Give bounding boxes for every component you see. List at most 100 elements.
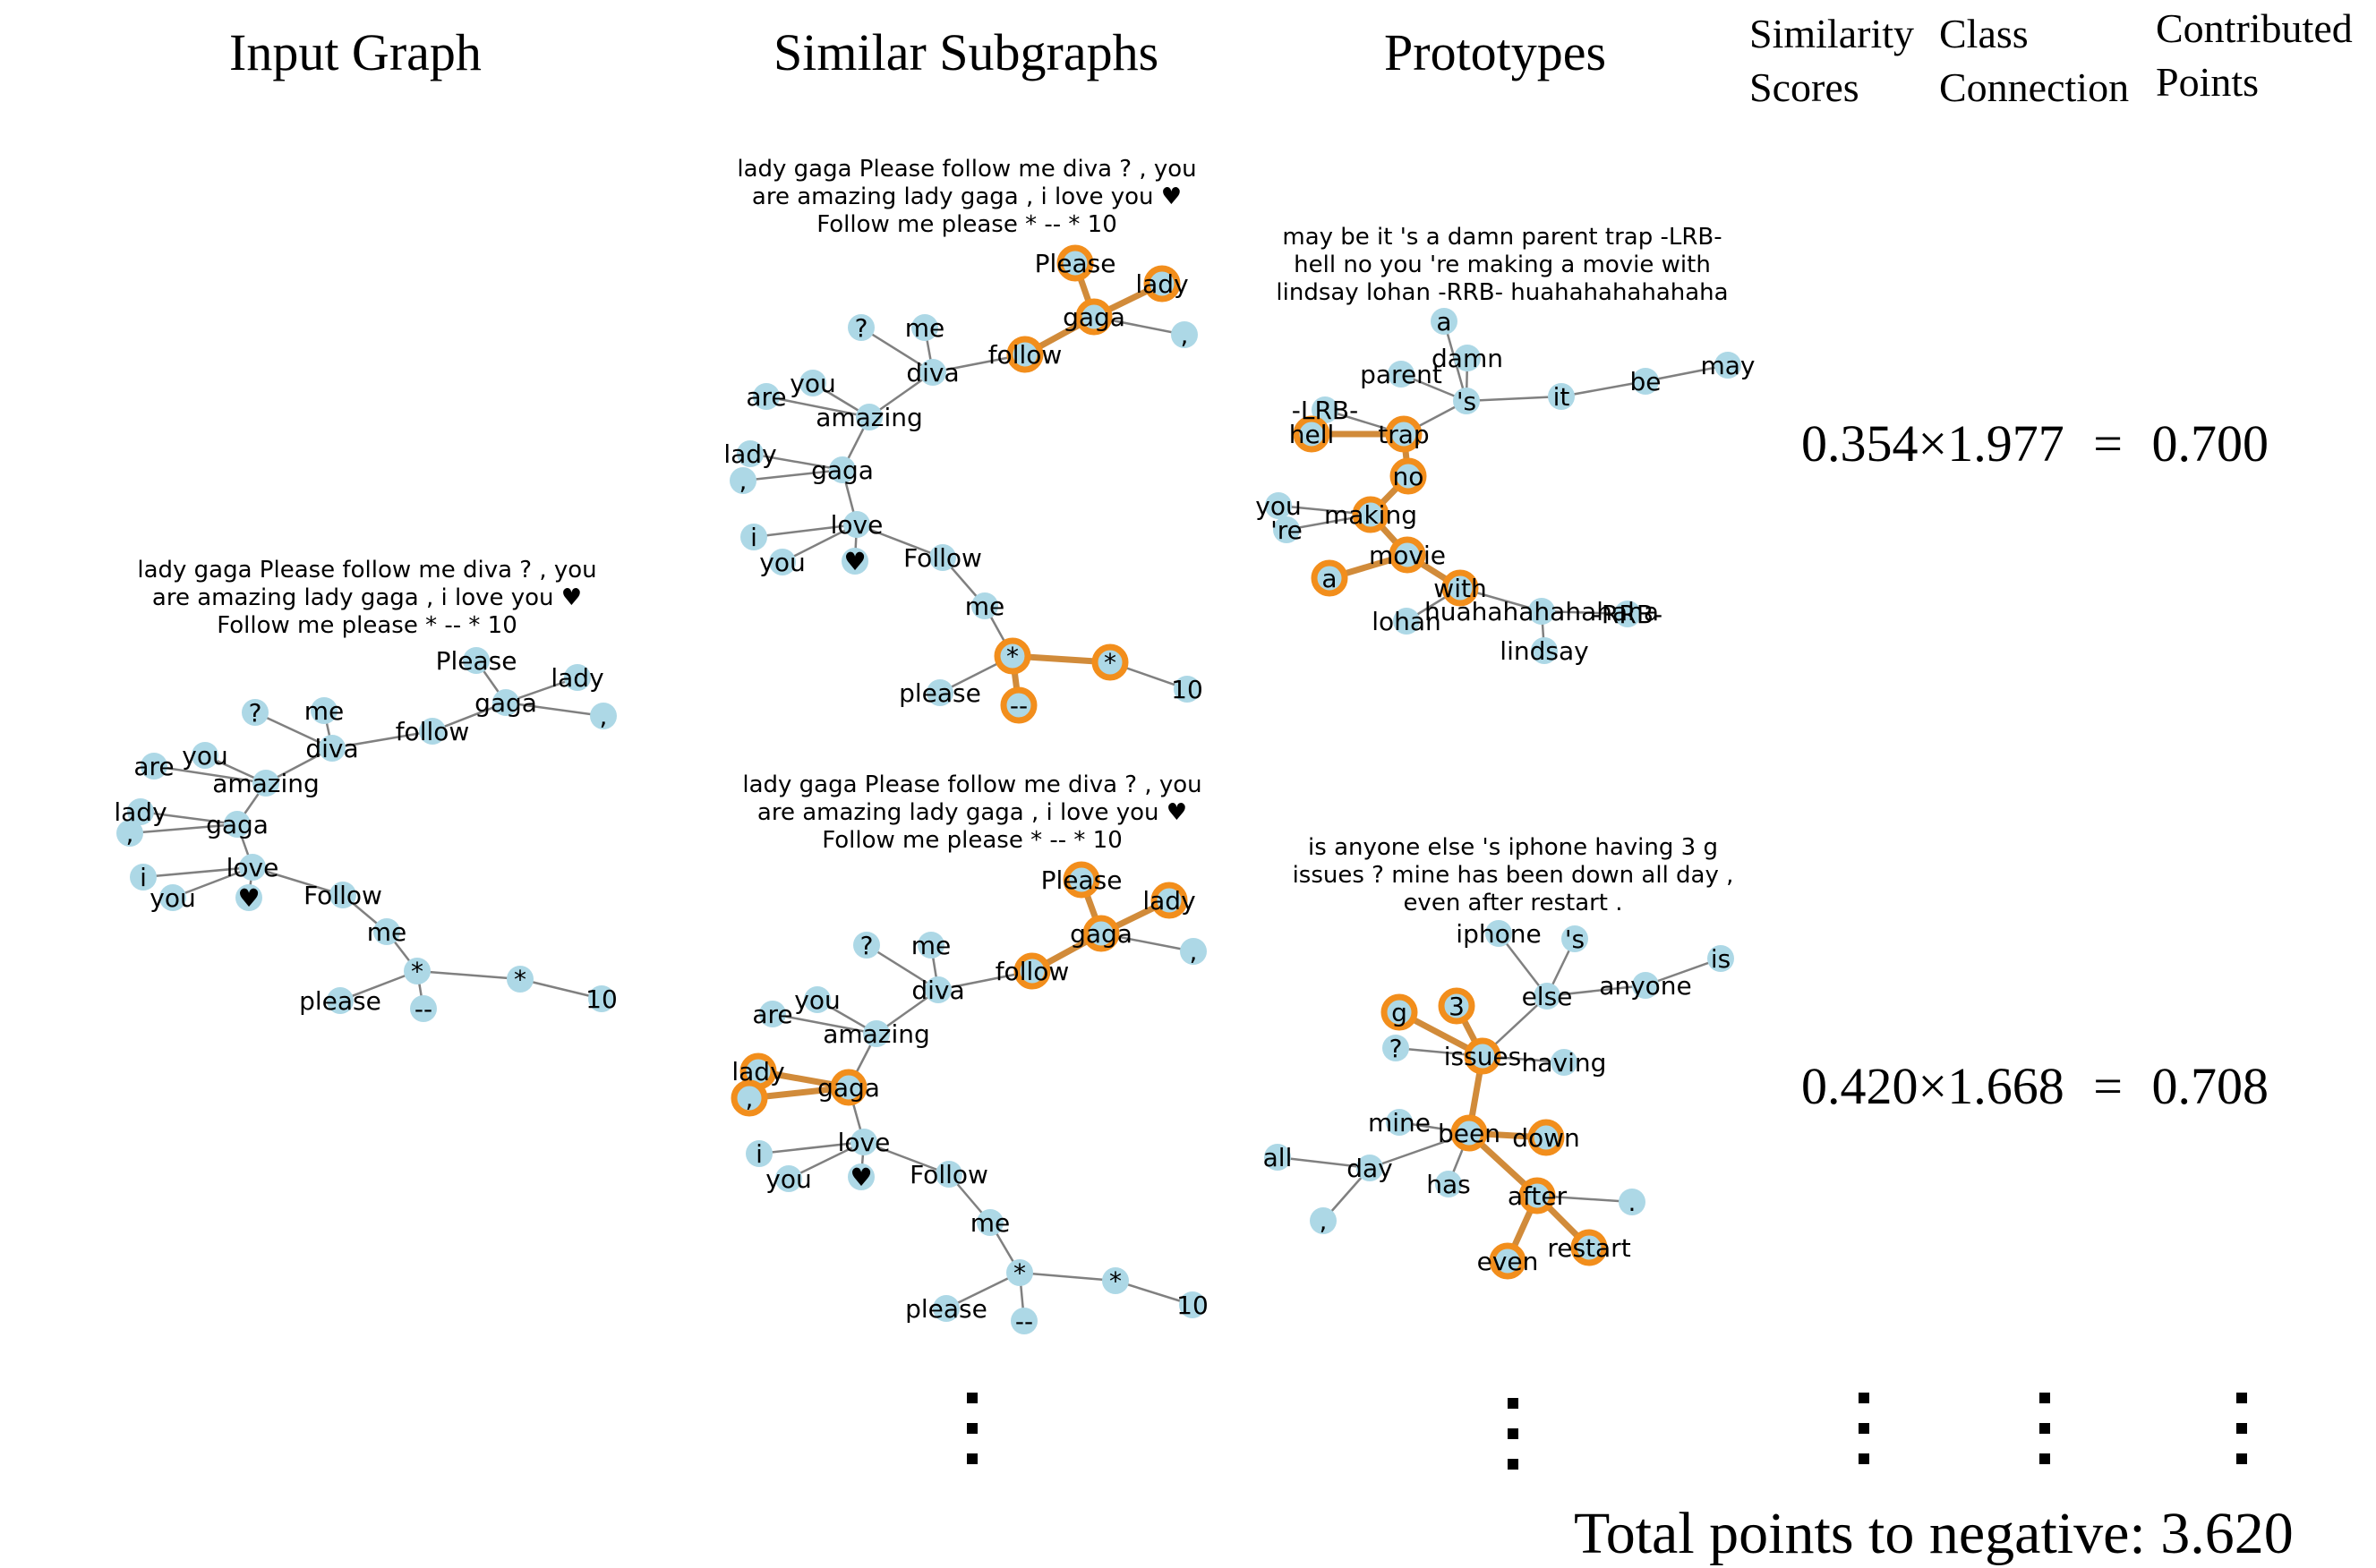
graph-node [1531,637,1558,664]
graph-node-label: -LRB- [1292,396,1358,425]
graph-node [373,918,400,945]
graph-node-label: Please [1041,865,1123,895]
graph-node-label: day [1346,1154,1393,1183]
graph-edge [765,395,870,419]
graph-node [141,753,167,780]
graph-node-label: making [1324,500,1417,530]
graph-edge [1115,1279,1193,1307]
graph-node-highlighted [1441,569,1479,607]
graph-node-label: , [600,702,608,731]
graph-node-label: lindsay [1500,636,1588,666]
graph-node-label: -- [415,994,432,1024]
graph-node [590,703,617,729]
graph-node [239,854,266,881]
graph-edge [782,523,858,564]
graph-node [410,995,437,1022]
graph-node [1102,1267,1129,1294]
graph-node-label: lady [551,663,603,693]
graph-node-label: parent [1360,360,1442,389]
graph-node [1454,345,1481,371]
graph-node-highlighted [1352,496,1389,533]
graph-node-label: issues [1444,1042,1522,1071]
graph-node-label: , [739,466,748,496]
graph-node [419,718,446,745]
graph-node-highlighted [1082,915,1120,952]
graph-node [746,1140,773,1167]
caption-similar-subgraph-2: lady gaga Please follow me diva ? , you … [742,771,1202,854]
graph-edge [758,1140,865,1155]
graph-edge [1019,1271,1116,1283]
graph-edge [1560,379,1646,398]
graph-node-label: ♥ [850,1163,872,1192]
graph-node [224,811,251,838]
graph-node-label: with [1433,574,1486,603]
graph-node-label: * [1109,1266,1122,1296]
graph-node [933,1295,960,1322]
graph-node-highlighted [1006,336,1044,373]
graph-node-label: 're [1270,516,1303,545]
graph-prototype-2: iphone 's else anyone is g 3? issues having mine b… [1263,919,1734,1280]
graph-node-label: please [899,678,981,708]
graph-node [848,1163,875,1190]
graph-node [1386,1109,1413,1136]
graph-node [507,966,534,993]
graph-node-label: love [226,853,279,882]
equals-sign: = [2093,1057,2123,1115]
graph-node-label: 10 [1176,1291,1209,1320]
graph-edge [153,764,267,785]
graph-node-label: lady [1135,269,1188,299]
graph-node [927,679,953,706]
graph-node-highlighted [1570,1229,1608,1266]
graph-node-label: 's [1565,925,1585,954]
graph-node-highlighted [1518,1177,1556,1214]
graph-node [1273,516,1300,543]
graph-node-label: all [1263,1143,1293,1172]
graph-node [1388,361,1414,388]
graph-node-label: trap [1378,420,1429,449]
graph-node-label: . [1628,1188,1637,1217]
graph-node-label: * [1104,648,1116,677]
graph-edge [252,865,344,897]
graph-node-highlighted [1075,298,1113,336]
graph-node-highlighted [1013,952,1051,990]
graph-node-label: restart [1547,1233,1630,1263]
graph-node [1356,1155,1383,1181]
graph-edge [1541,609,1628,616]
graph-node-label: gaga [1063,303,1125,332]
graph-node-label: Please [436,646,517,676]
graph-node-label: even [1477,1247,1539,1276]
graph-node-label: be [1630,367,1662,396]
graph-node [252,770,279,797]
contributed-points-value: 0.708 [2151,1057,2269,1115]
graph-edge [753,523,858,539]
graph-node-label: lady [114,797,167,827]
graph-node-label: me [905,313,945,343]
graph-node-label: me [304,696,345,726]
graph-node-highlighted [1389,536,1426,574]
graph-node-label: , [126,819,134,848]
graph-node [919,359,946,386]
graph-node-label: i [750,523,757,552]
graph-node-label: hell [1289,420,1335,449]
graph-node [1453,388,1480,414]
caption-input-graph: lady gaga Please follow me diva ? , you … [137,557,597,639]
graph-edge [1645,363,1729,383]
graph-edge [945,1271,1021,1310]
graph-node-highlighted [1091,643,1129,681]
graph-node-label: diva [906,358,959,388]
graph-node-label: i [756,1139,763,1169]
graph-node-highlighted [1311,559,1348,597]
header-class-connection: Class Connection [1939,11,2130,110]
graph-edge [749,452,843,472]
graph-node [1171,321,1198,348]
graph-node [1528,598,1555,625]
graph-node-label: ? [1389,1034,1403,1063]
times-sign: × [1918,414,1948,473]
graph-edge [254,711,333,750]
graph-node-highlighted [1527,1119,1565,1156]
graph-node-highlighted [1385,415,1423,453]
graph-node-highlighted [731,1079,768,1117]
graph-node [1174,676,1201,703]
